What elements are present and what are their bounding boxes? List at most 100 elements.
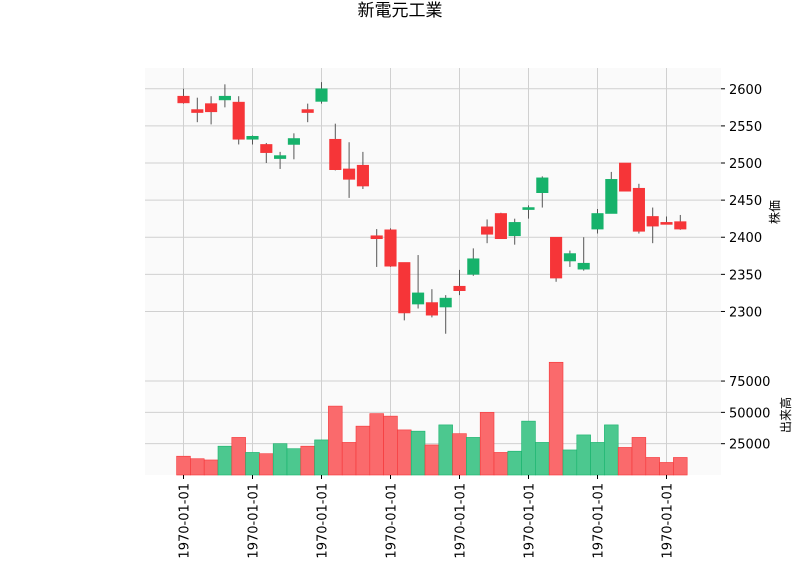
volume-bar bbox=[604, 424, 619, 476]
candle-body bbox=[453, 285, 466, 291]
volume-bar bbox=[617, 447, 633, 476]
chart-title: 新電元工業 bbox=[358, 1, 443, 21]
candle-body bbox=[660, 222, 673, 225]
date-tick-label: 1970-01-01 bbox=[316, 483, 331, 559]
volume-bar bbox=[631, 437, 647, 476]
volume-bars bbox=[176, 361, 688, 476]
volume-tick-label: 75000 bbox=[729, 375, 770, 390]
volume-bar bbox=[397, 429, 412, 476]
candle-body bbox=[577, 262, 590, 270]
candle-body bbox=[260, 144, 273, 153]
candle-body bbox=[439, 297, 452, 308]
volume-bar bbox=[479, 412, 495, 476]
volume-bar bbox=[190, 458, 205, 476]
candle-body bbox=[536, 177, 549, 194]
price-axis: 2300 2350 2400 2450 2500 2550 2600 bbox=[721, 83, 762, 320]
candle-body bbox=[412, 292, 425, 305]
volume-bar bbox=[507, 450, 522, 476]
candle-body bbox=[370, 235, 383, 240]
volume-bar bbox=[203, 459, 219, 476]
volume-bar bbox=[217, 445, 233, 476]
candle-body bbox=[398, 262, 411, 314]
candle-body bbox=[315, 88, 328, 102]
date-axis: 1970-01-01 1970-01-01 1970-01-01 1970-01-01… bbox=[178, 475, 676, 559]
volume-bar bbox=[383, 415, 398, 476]
volume-bar bbox=[355, 425, 371, 476]
volume-bar bbox=[410, 430, 426, 476]
candle-body bbox=[301, 109, 314, 113]
candle-body bbox=[550, 236, 563, 279]
candle-body bbox=[522, 207, 535, 210]
price-tick-label: 2350 bbox=[729, 268, 762, 283]
volume-bar bbox=[314, 439, 329, 476]
price-tick-label: 2450 bbox=[729, 194, 762, 209]
volume-bar bbox=[645, 457, 660, 476]
candle-body bbox=[467, 258, 480, 275]
date-tick-label: 1970-01-01 bbox=[592, 483, 607, 559]
candle-body bbox=[246, 135, 259, 140]
date-tick-label: 1970-01-01 bbox=[178, 483, 193, 559]
candle-body bbox=[343, 168, 356, 180]
price-tick-label: 2500 bbox=[729, 157, 762, 172]
price-tick-label: 2300 bbox=[729, 305, 762, 320]
candle-body bbox=[619, 162, 632, 192]
volume-bar bbox=[176, 455, 191, 476]
volume-axis-label: 出来高 bbox=[778, 397, 793, 433]
date-tick-label: 1970-01-01 bbox=[661, 483, 676, 559]
volume-bar bbox=[272, 443, 288, 476]
volume-bar bbox=[328, 405, 343, 476]
volume-bar bbox=[452, 433, 467, 476]
volume-bar bbox=[438, 424, 453, 476]
candle-body bbox=[425, 302, 438, 316]
volume-bar bbox=[369, 413, 384, 476]
volume-bar bbox=[521, 420, 536, 476]
candle-body bbox=[191, 109, 204, 113]
price-tick-label: 2600 bbox=[729, 83, 762, 98]
volume-bar bbox=[673, 457, 688, 476]
volume-bar bbox=[286, 448, 302, 476]
price-tick-label: 2550 bbox=[729, 120, 762, 135]
candle-body bbox=[674, 221, 687, 230]
candle-body bbox=[605, 179, 618, 214]
volume-bar bbox=[231, 437, 246, 476]
candle-body bbox=[177, 95, 190, 104]
date-tick-label: 1970-01-01 bbox=[247, 483, 262, 559]
candle-body bbox=[632, 187, 645, 232]
volume-bar bbox=[341, 442, 357, 476]
volume-bar bbox=[245, 452, 260, 476]
candle-body bbox=[481, 226, 494, 235]
price-axis-label: 株価 bbox=[767, 200, 782, 224]
volume-bar bbox=[548, 361, 564, 476]
candle-body bbox=[329, 138, 342, 170]
volume-bar bbox=[659, 462, 674, 476]
candle-body bbox=[494, 213, 507, 240]
candle-body bbox=[232, 101, 245, 140]
candle-body bbox=[274, 155, 287, 159]
volume-bar bbox=[590, 442, 605, 476]
date-tick-label: 1970-01-01 bbox=[523, 483, 538, 559]
volume-bar bbox=[562, 449, 578, 476]
candle-body bbox=[646, 216, 659, 227]
price-tick-label: 2400 bbox=[729, 231, 762, 246]
candle-body bbox=[563, 253, 576, 262]
candle-body bbox=[218, 95, 231, 101]
candle-body bbox=[508, 222, 521, 237]
volume-bar bbox=[424, 444, 440, 476]
date-tick-label: 1970-01-01 bbox=[454, 483, 469, 559]
candle-body bbox=[591, 213, 604, 230]
volume-bar bbox=[535, 442, 550, 476]
volume-bar bbox=[300, 445, 315, 476]
volume-tick-label: 25000 bbox=[729, 438, 770, 453]
volume-bar bbox=[466, 437, 481, 476]
volume-bar bbox=[576, 434, 591, 476]
volume-bar bbox=[493, 452, 509, 476]
candle-body bbox=[205, 103, 218, 113]
volume-bar bbox=[259, 453, 274, 476]
volume-tick-label: 50000 bbox=[729, 406, 770, 421]
date-tick-label: 1970-01-01 bbox=[385, 483, 400, 559]
candle-body bbox=[356, 164, 369, 187]
candle-body bbox=[384, 229, 397, 267]
price-candles bbox=[177, 82, 687, 334]
candle-body bbox=[287, 138, 300, 145]
